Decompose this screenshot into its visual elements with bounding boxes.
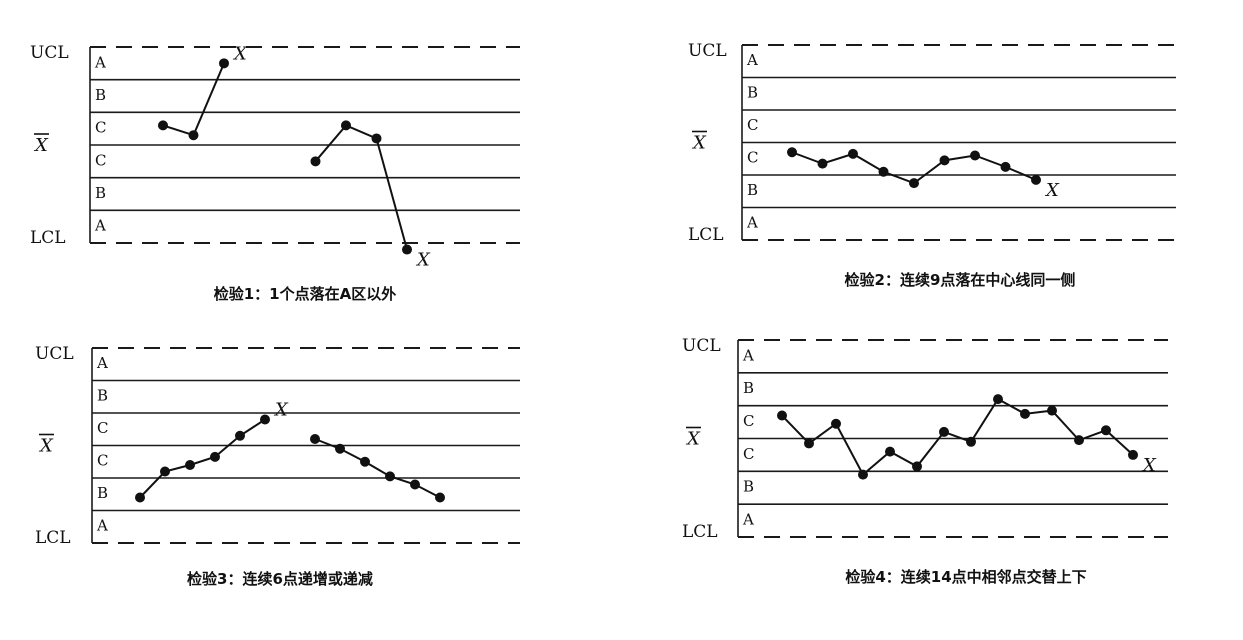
- data-point: [219, 58, 229, 69]
- data-point: [410, 479, 420, 490]
- out-of-control-mark: X: [273, 400, 289, 421]
- lcl-label: LCL: [682, 522, 718, 542]
- zone-label: B: [743, 478, 754, 496]
- data-point: [402, 244, 412, 255]
- data-point: [831, 418, 841, 429]
- series-line-1: [781, 397, 1134, 477]
- zone-label: A: [742, 346, 754, 364]
- zone-label: C: [95, 151, 106, 169]
- zone-label: C: [95, 119, 106, 137]
- lcl-label: LCL: [30, 228, 66, 248]
- lcl-label: LCL: [35, 528, 71, 548]
- zone-label: A: [746, 51, 758, 69]
- data-point: [360, 456, 370, 467]
- zone-label: B: [95, 184, 106, 202]
- data-point: [939, 155, 950, 166]
- data-point: [235, 430, 245, 441]
- data-point: [939, 426, 949, 437]
- data-point: [787, 147, 797, 158]
- data-point: [435, 492, 445, 503]
- data-point: [966, 436, 976, 447]
- data-point: [848, 148, 858, 159]
- caption-test-2: 检验2：连续9点落在中心线同一侧: [845, 271, 1076, 289]
- lcl-label: LCL: [688, 225, 724, 245]
- out-of-control-mark: X: [415, 250, 431, 271]
- zone-label: A: [96, 354, 108, 372]
- data-point: [341, 120, 351, 131]
- out-of-control-mark: X: [1044, 180, 1060, 201]
- series-line-2: [314, 438, 441, 499]
- data-point: [885, 446, 895, 457]
- data-point: [335, 443, 345, 454]
- data-point: [970, 150, 980, 161]
- zone-label: B: [743, 379, 754, 397]
- zone-label: A: [746, 214, 758, 232]
- data-point: [185, 460, 195, 470]
- zone-label: B: [97, 484, 108, 502]
- ucl-label: UCL: [688, 41, 727, 61]
- series-line-1: [139, 418, 266, 499]
- ucl-label: UCL: [30, 43, 69, 63]
- ucl-label: UCL: [682, 336, 721, 356]
- data-point: [912, 461, 922, 472]
- data-point: [777, 410, 787, 421]
- data-point: [1074, 435, 1084, 446]
- zone-label: C: [747, 116, 758, 134]
- data-point: [1047, 405, 1057, 416]
- data-point: [135, 492, 145, 503]
- zone-label: C: [97, 419, 108, 437]
- ucl-label: UCL: [35, 344, 74, 364]
- data-point: [909, 178, 919, 189]
- center-line-label: X: [38, 436, 54, 457]
- data-point: [1020, 408, 1030, 419]
- data-point: [1101, 425, 1111, 436]
- caption-test-3: 检验3：连续6点递增或递减: [187, 570, 373, 588]
- zone-label: B: [747, 84, 758, 102]
- series-line-2: [314, 124, 408, 250]
- zone-label: A: [96, 517, 108, 535]
- zone-label: B: [95, 86, 106, 104]
- series-line-1: [162, 62, 225, 137]
- out-of-control-mark: X: [232, 43, 248, 64]
- data-point: [817, 158, 828, 169]
- zone-label: B: [747, 181, 758, 199]
- zone-label: A: [94, 53, 106, 71]
- caption-test-1: 检验1：1个点落在A区以外: [214, 285, 396, 303]
- zone-label: A: [742, 511, 754, 529]
- data-point: [385, 471, 395, 482]
- data-point: [310, 156, 321, 167]
- data-point: [1000, 161, 1011, 172]
- data-point: [804, 438, 814, 449]
- data-point: [210, 451, 220, 462]
- zone-label: A: [94, 217, 106, 235]
- data-point: [160, 466, 170, 477]
- data-point: [1031, 174, 1041, 185]
- zone-label: B: [97, 387, 108, 405]
- center-line-label: X: [691, 133, 707, 154]
- center-line-label: X: [685, 429, 701, 450]
- data-point: [260, 414, 270, 425]
- data-point: [993, 394, 1003, 405]
- data-point: [371, 133, 382, 144]
- data-point: [310, 434, 320, 444]
- data-point: [1128, 449, 1138, 460]
- zone-label: C: [97, 452, 108, 470]
- caption-test-4: 检验4：连续14点中相邻点交替上下: [845, 568, 1086, 586]
- zone-label: C: [747, 149, 758, 167]
- data-point: [858, 469, 868, 480]
- data-point: [158, 120, 168, 131]
- zone-label: C: [743, 412, 754, 430]
- data-point: [188, 130, 199, 141]
- zone-label: C: [743, 445, 754, 463]
- out-of-control-mark: X: [1141, 455, 1157, 476]
- center-line-label: X: [33, 135, 49, 156]
- data-point: [878, 166, 889, 177]
